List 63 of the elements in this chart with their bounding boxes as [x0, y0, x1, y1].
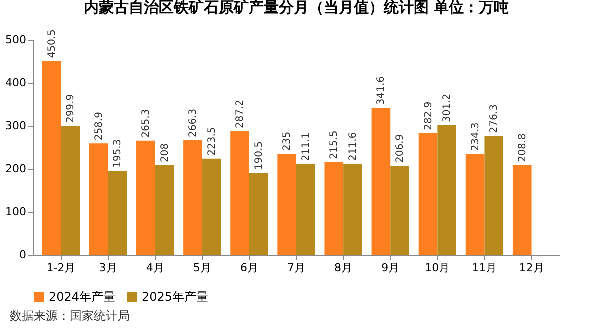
bar	[466, 154, 485, 255]
data-label: 206.9	[395, 134, 406, 164]
x-tick-label: 11月	[472, 262, 498, 274]
y-tick-label: 200	[6, 162, 26, 176]
x-tick-label: 3月	[99, 262, 118, 274]
x-tick-label: 7月	[288, 262, 306, 274]
bar	[390, 166, 410, 255]
legend-label: 2025年产量	[142, 290, 209, 304]
data-label: 190.5	[254, 141, 265, 170]
bar	[89, 144, 108, 255]
y-tick-label: 100	[6, 206, 26, 218]
bar	[324, 162, 344, 255]
bar	[61, 126, 80, 255]
data-label: 287.2	[235, 100, 246, 129]
bar	[136, 140, 156, 255]
legend-label: 2024年产量	[49, 290, 116, 304]
data-label: 276.3	[489, 104, 500, 134]
data-label: 211.6	[348, 132, 359, 162]
data-label: 266.3	[188, 108, 199, 138]
x-tick-label: 8月	[334, 262, 353, 274]
bar	[512, 165, 532, 255]
x-tick-label: 1-2月	[46, 262, 76, 274]
bar	[418, 133, 438, 255]
x-tick-label: 10月	[425, 262, 450, 274]
data-label: 215.5	[329, 130, 340, 160]
bar	[344, 164, 362, 255]
data-label: 195.3	[112, 139, 124, 168]
data-label: 211.1	[300, 132, 312, 162]
bar	[184, 140, 202, 255]
y-tick-label: 400	[6, 76, 26, 90]
bar	[249, 173, 268, 255]
bar	[438, 125, 456, 255]
data-label: 235	[282, 132, 294, 151]
source-note: 数据来源：国家统计局	[9, 308, 131, 325]
data-label: 234.3	[470, 122, 482, 152]
bar	[108, 171, 128, 255]
data-label: 223.5	[206, 127, 218, 156]
bar	[230, 132, 250, 255]
data-label: 301.2	[442, 94, 454, 122]
chart-title: 内蒙古自治区铁矿石原矿产量分月（当月值）统计图 单位：万吨	[84, 0, 510, 17]
y-tick-label: 0	[20, 248, 26, 262]
data-label: 208	[160, 143, 171, 163]
x-tick-label: 12月	[519, 262, 544, 274]
bar	[42, 61, 62, 255]
data-label: 299.9	[66, 94, 77, 124]
bar	[202, 158, 222, 255]
x-tick-label: 9月	[382, 262, 400, 274]
x-tick-label: 4月	[146, 262, 164, 274]
data-label: 341.6	[376, 76, 388, 106]
data-label: 258.9	[94, 112, 105, 141]
bar	[155, 166, 174, 255]
y-tick-label: 500	[6, 34, 26, 46]
data-label: 208.8	[517, 134, 528, 162]
data-label: 265.3	[140, 109, 152, 138]
x-tick-label: 5月	[193, 262, 212, 274]
data-label: 450.5	[46, 30, 58, 58]
bar	[296, 164, 316, 255]
data-label: 282.9	[423, 102, 434, 130]
x-tick-label: 6月	[240, 262, 258, 274]
bar	[372, 108, 391, 255]
y-tick-label: 300	[6, 120, 26, 132]
bar	[484, 136, 504, 255]
bar	[278, 154, 296, 255]
